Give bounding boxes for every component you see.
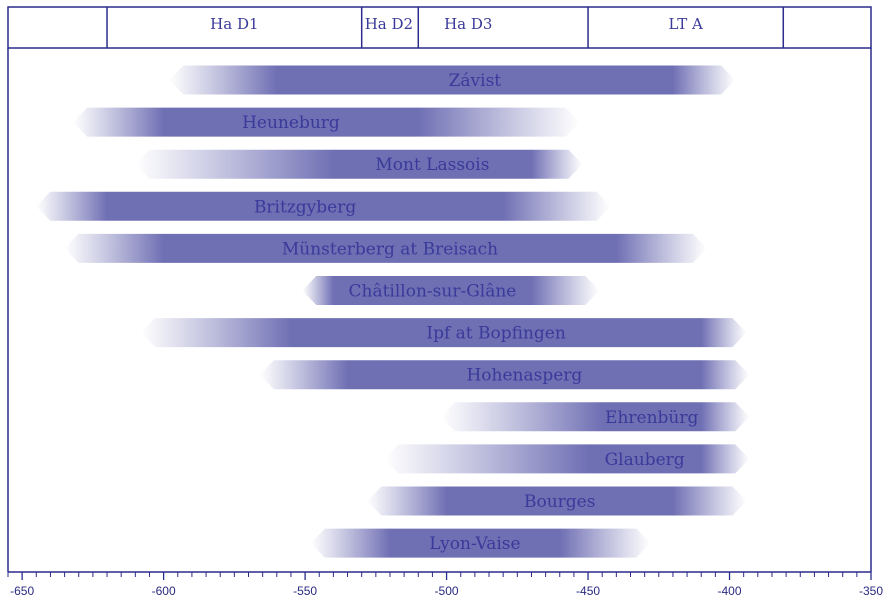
site-label: Závist xyxy=(449,71,502,91)
site-label: Glauberg xyxy=(605,450,685,470)
site-label: Britzgyberg xyxy=(254,197,356,217)
x-tick-label: -550 xyxy=(293,584,317,598)
range-arrow xyxy=(135,149,583,179)
phase-header-box xyxy=(7,6,872,49)
phase-header: Ha D1 Ha D2 Ha D3 LT A xyxy=(7,6,872,49)
site-label: Lyon-Vaise xyxy=(429,534,520,554)
range-arrow xyxy=(64,233,707,263)
x-tick-label: -400 xyxy=(718,584,742,598)
site-label: Mont Lassois xyxy=(375,155,489,175)
x-tick-label: -450 xyxy=(576,584,600,598)
range-arrow xyxy=(140,318,747,348)
site-label: Ehrenbürg xyxy=(605,408,698,428)
x-axis: -650 -600 -550 -500 -450 -400 -350 xyxy=(7,571,883,598)
phase-label: Ha D2 xyxy=(365,15,413,33)
x-tick-label: -600 xyxy=(152,584,176,598)
range-arrow xyxy=(73,107,580,137)
range-arrow xyxy=(310,528,651,558)
site-label: Hohenasperg xyxy=(466,366,582,386)
site-labels: Závist Heuneburg Mont Lassois Britzgyberg Mü… xyxy=(242,71,698,554)
site-label: Bourges xyxy=(524,492,595,512)
site-label: Ipf at Bopfingen xyxy=(426,324,566,344)
chart-frame xyxy=(7,48,872,572)
site-label: Châtillon-sur-Glâne xyxy=(348,282,516,302)
site-label: Heuneburg xyxy=(242,113,340,133)
range-arrow xyxy=(440,402,750,432)
range-arrow xyxy=(169,65,736,95)
x-tick-label: -650 xyxy=(10,584,34,598)
range-arrow xyxy=(384,444,750,474)
phase-label: LT A xyxy=(668,15,703,33)
x-tick-label: -500 xyxy=(435,584,459,598)
phase-label: Ha D1 xyxy=(210,15,258,33)
phase-label: Ha D3 xyxy=(444,15,492,33)
range-arrow xyxy=(367,486,747,516)
range-arrow xyxy=(36,191,611,221)
site-range-arrows xyxy=(36,65,750,558)
x-tick-label: -350 xyxy=(859,584,883,598)
range-arrow xyxy=(302,276,600,305)
site-label: Münsterberg at Breisach xyxy=(282,239,498,259)
range-arrow xyxy=(259,360,750,390)
